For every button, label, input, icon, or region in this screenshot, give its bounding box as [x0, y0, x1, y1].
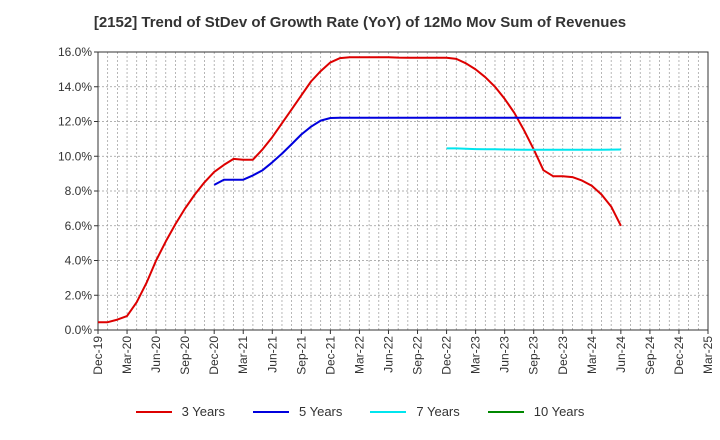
- y-tick-label: 10.0%: [58, 149, 92, 163]
- x-tick-label: Dec-22: [440, 336, 454, 375]
- y-tick-label: 16.0%: [58, 45, 92, 59]
- x-tick-label: Sep-20: [178, 336, 192, 375]
- legend-swatch-3-years: [135, 410, 172, 413]
- x-tick-label: Mar-25: [701, 336, 715, 374]
- x-tick-label: Jun-20: [149, 336, 163, 373]
- y-tick-label: 2.0%: [65, 288, 93, 302]
- legend-swatch-7-years: [370, 410, 407, 413]
- x-tick-label: Mar-24: [585, 336, 599, 374]
- series-line-5-years: [213, 116, 621, 186]
- legend-item-5-years: 5 Years: [253, 404, 342, 419]
- grid-layer: [98, 51, 708, 331]
- x-tick-label: Mar-22: [352, 336, 366, 374]
- plot-border: [97, 51, 709, 331]
- y-tick-label: 14.0%: [58, 80, 92, 94]
- chart-title: [2152] Trend of StDev of Growth Rate (Yo…: [93, 14, 627, 31]
- x-tick-label: Mar-20: [120, 336, 134, 374]
- x-tick-label: Jun-22: [381, 336, 395, 373]
- legend-item-7-years: 7 Years: [370, 404, 460, 419]
- x-tick-label: Sep-23: [527, 336, 541, 375]
- y-tick-label: 0.0%: [65, 323, 93, 337]
- legend-item-10-years: 10 Years: [487, 404, 585, 419]
- legend-label-7-years: 7 Years: [416, 404, 460, 419]
- x-tick-label: Sep-21: [294, 336, 308, 375]
- x-tick-label: Sep-22: [411, 336, 425, 375]
- x-tick-label: Jun-24: [614, 336, 628, 373]
- y-tick-label: 4.0%: [65, 254, 93, 268]
- x-tick-label: Dec-24: [672, 336, 686, 375]
- x-tick-label: Dec-21: [323, 336, 337, 375]
- x-tick-label: Jun-23: [498, 336, 512, 373]
- y-tick-label: 12.0%: [58, 115, 92, 129]
- legend-label-3-years: 3 Years: [181, 404, 225, 419]
- y-tick-label: 8.0%: [65, 184, 93, 198]
- series-line-7-years: [446, 147, 621, 151]
- x-tick-label: Dec-20: [207, 336, 221, 375]
- x-tick-label: Dec-23: [556, 336, 570, 375]
- x-tick-label: Dec-19: [91, 336, 105, 375]
- x-tick-label: Jun-21: [265, 336, 279, 373]
- legend-swatch-5-years: [253, 410, 289, 413]
- legend-swatch-10-years: [487, 410, 524, 413]
- x-tick-label: Sep-24: [643, 336, 657, 375]
- x-tick-label: Mar-21: [236, 336, 250, 374]
- legend: 3 Years 5 Years 7 Years 10 Years: [0, 404, 720, 419]
- axis-layer: 0.0% 2.0% 4.0% 6.0% 8.0% 10.0% 12.0% 14.0% 16.0%…: [58, 45, 715, 375]
- legend-label-5-years: 5 Years: [299, 404, 343, 419]
- legend-item-3-years: 3 Years: [135, 404, 225, 419]
- x-tick-label: Mar-23: [469, 336, 483, 374]
- series-layer: [98, 56, 622, 324]
- y-tick-label: 6.0%: [65, 219, 93, 233]
- legend-label-10-years: 10 Years: [533, 404, 585, 419]
